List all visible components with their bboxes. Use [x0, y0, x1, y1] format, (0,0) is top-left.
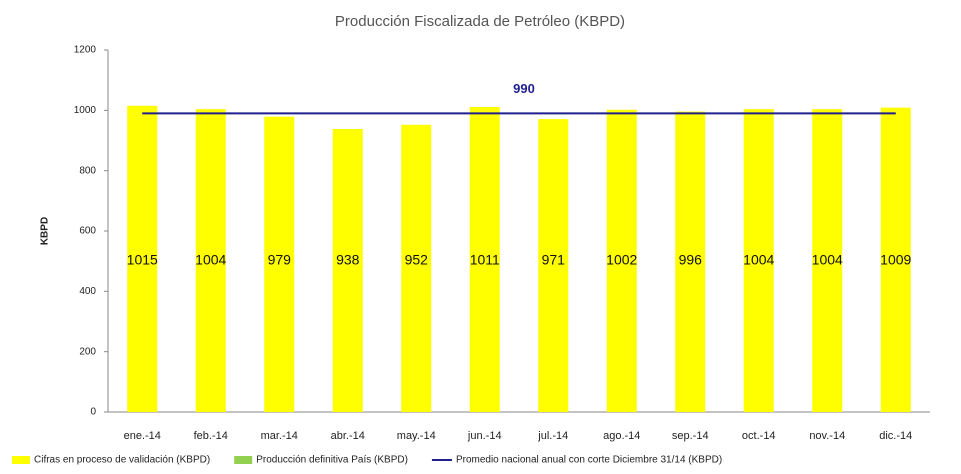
value-label: 1015 [127, 252, 158, 268]
value-label: 1011 [470, 252, 500, 268]
value-label: 971 [542, 252, 566, 268]
x-tick-label: mar.-14 [261, 430, 298, 442]
x-tick-label: may.-14 [397, 430, 436, 442]
x-tick-label: sep.-14 [672, 430, 709, 442]
value-label: 1004 [195, 252, 226, 268]
bar [880, 107, 911, 412]
value-label: 952 [405, 252, 429, 268]
y-axis-label: KBPD [40, 217, 51, 245]
bar [332, 129, 363, 412]
x-tick-label: ene.-14 [124, 430, 161, 442]
legend-label: Promedio nacional anual con corte Diciem… [456, 455, 722, 466]
x-tick-label: nov.-14 [809, 430, 845, 442]
x-tick-label: ago.-14 [603, 430, 640, 442]
bar [675, 111, 706, 412]
x-tick-label: abr.-14 [331, 430, 365, 442]
bar [812, 109, 843, 413]
x-tick-label: dic.-14 [879, 430, 912, 442]
bar [743, 109, 774, 413]
bar [127, 105, 158, 412]
y-tick-label: 800 [79, 165, 96, 176]
bar [606, 109, 637, 412]
legend-label: Cifras en proceso de validación (KBPD) [34, 455, 210, 466]
y-tick-label: 600 [79, 226, 96, 237]
bar [469, 107, 500, 412]
value-label: 979 [268, 252, 292, 268]
y-tick-label: 1000 [74, 105, 97, 116]
value-label: 1004 [812, 252, 843, 268]
x-tick-label: jun.-14 [467, 430, 502, 442]
legend-swatch [234, 456, 253, 464]
bar [401, 124, 432, 413]
value-label: 1009 [880, 252, 911, 268]
legend-label: Producción definitiva País (KBPD) [256, 455, 408, 466]
x-tick-label: feb.-14 [194, 430, 228, 442]
y-tick-label: 0 [90, 407, 96, 418]
legend-swatch [12, 456, 30, 464]
y-tick-label: 400 [79, 286, 96, 297]
bar [538, 119, 569, 412]
bar [264, 116, 295, 412]
y-tick-label: 1200 [74, 45, 97, 56]
bar [195, 109, 226, 413]
value-label: 938 [336, 252, 360, 268]
value-label: 1004 [743, 252, 774, 268]
value-label: 996 [679, 252, 703, 268]
y-tick-label: 200 [79, 346, 96, 357]
x-tick-label: oct.-14 [742, 430, 776, 442]
chart-title: Producción Fiscalizada de Petróleo (KBPD… [335, 13, 625, 30]
average-label: 990 [513, 81, 535, 96]
value-label: 1002 [606, 252, 637, 268]
x-tick-label: jul.-14 [537, 430, 568, 442]
